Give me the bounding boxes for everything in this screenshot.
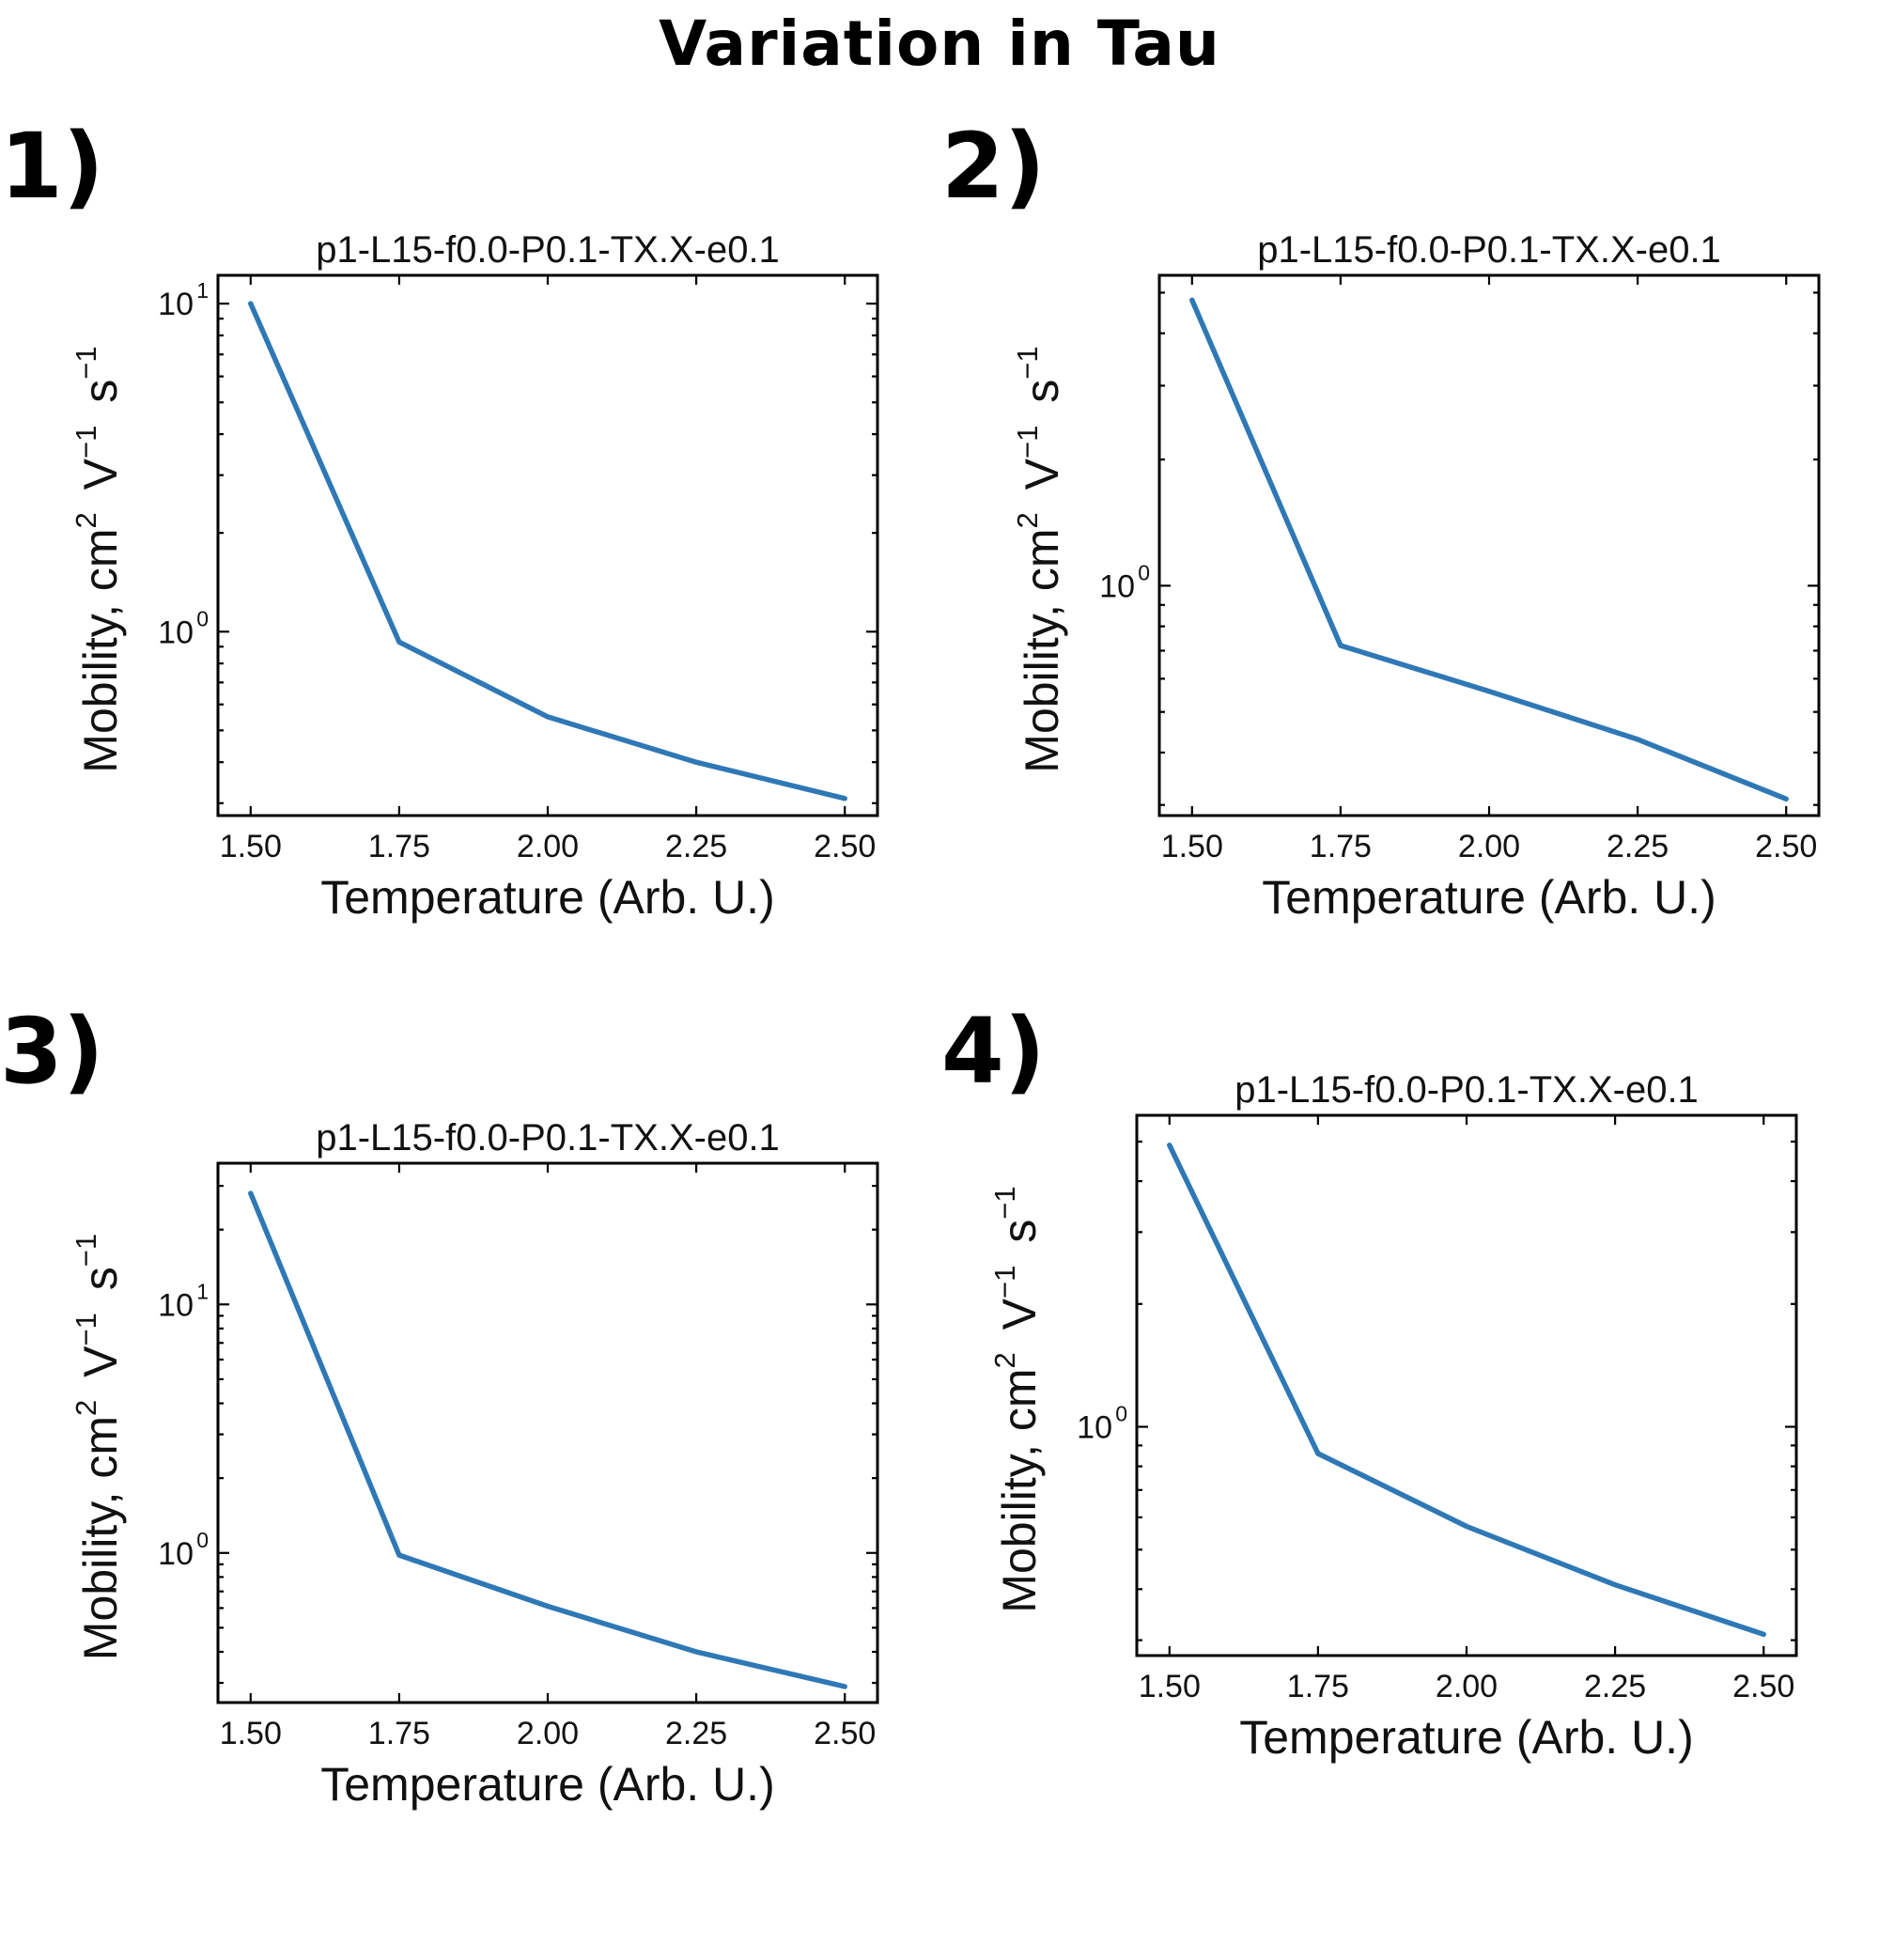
- x-tick-label: 2.00: [1458, 829, 1520, 864]
- x-axis-label: Temperature (Arb. U.): [320, 1758, 774, 1811]
- x-tick-label: 2.50: [814, 1716, 876, 1751]
- y-tick-label: 10 0: [158, 606, 209, 650]
- y-axis-label: Mobility, cm2 V−1 s−1: [1011, 336, 1068, 772]
- panel-number-label: 4): [941, 999, 1046, 1104]
- plot-title: p1-L15-f0.0-P0.1-TX.X-e0.1: [1257, 229, 1721, 271]
- y-tick-base: 10: [1077, 1410, 1112, 1446]
- x-tick-label: 1.75: [1287, 1669, 1349, 1704]
- y-tick-base: 10: [158, 1287, 194, 1323]
- y-tick-base: 10: [158, 1536, 194, 1572]
- y-tick-exponent: 1: [196, 278, 209, 303]
- plot-title: p1-L15-f0.0-P0.1-TX.X-e0.1: [1235, 1069, 1699, 1111]
- x-tick-label: 2.00: [517, 829, 579, 864]
- x-tick-label: 2.25: [1607, 829, 1669, 864]
- chart-panel-3: 3) p1-L15-f0.0-P0.1-TX.X-e0.1 1.50 1.75 2.00…: [0, 999, 879, 1811]
- panel-number-label: 3): [0, 999, 104, 1104]
- x-tick-label: 2.25: [665, 1716, 727, 1751]
- x-tick-label: 1.75: [368, 1716, 430, 1751]
- mobility-series-line: [248, 1190, 847, 1689]
- y-tick-base: 10: [1099, 568, 1135, 604]
- y-tick-label: 10 0: [158, 1528, 209, 1572]
- y-tick-label: 10 0: [1077, 1402, 1127, 1446]
- y-tick-base: 10: [158, 614, 194, 650]
- x-tick-label: 2.00: [1436, 1669, 1498, 1704]
- x-tick-label: 2.50: [1732, 1669, 1794, 1704]
- plot-title: p1-L15-f0.0-P0.1-TX.X-e0.1: [316, 229, 780, 271]
- panel-number-label: 1): [0, 114, 104, 219]
- x-tick-label: 1.50: [220, 829, 282, 864]
- x-tick-label: 2.25: [665, 829, 727, 864]
- plot-frame: [1157, 273, 1821, 817]
- y-tick-exponent: 0: [1138, 560, 1150, 584]
- x-tick-label: 2.50: [1755, 829, 1817, 864]
- plot-frame: [1135, 1113, 1798, 1657]
- y-tick-label: 10 0: [1099, 560, 1150, 604]
- plot-title: p1-L15-f0.0-P0.1-TX.X-e0.1: [316, 1117, 780, 1159]
- chart-panel-4: 4) p1-L15-f0.0-P0.1-TX.X-e0.1 1.50 1.75 2.00…: [941, 999, 1798, 1764]
- x-tick-label: 2.50: [814, 829, 876, 864]
- chart-panel-2: 2) p1-L15-f0.0-P0.1-TX.X-e0.1 1.50 1.75 2.00…: [941, 114, 1821, 924]
- y-axis-label: Mobility, cm2 V−1 s−1: [70, 1224, 127, 1660]
- panel-number-label: 2): [941, 114, 1046, 219]
- plot-frame: [216, 273, 879, 817]
- mobility-series-line: [1189, 297, 1789, 802]
- chart-panel-1: 1) p1-L15-f0.0-P0.1-TX.X-e0.1 1.50 1.75 2.00…: [0, 114, 879, 924]
- x-tick-label: 1.50: [1161, 829, 1223, 864]
- y-tick-exponent: 0: [196, 606, 209, 630]
- x-axis-label: Temperature (Arb. U.): [1239, 1711, 1693, 1764]
- y-tick-label: 10 1: [158, 1279, 209, 1323]
- x-axis-label: Temperature (Arb. U.): [320, 871, 774, 924]
- figure-title: Variation in Tau: [659, 8, 1220, 80]
- y-axis-label: Mobility, cm2 V−1 s−1: [70, 336, 127, 772]
- x-tick-label: 2.00: [517, 1716, 579, 1751]
- mobility-series-line: [248, 301, 847, 801]
- y-tick-exponent: 0: [1115, 1402, 1127, 1426]
- y-tick-exponent: 1: [196, 1279, 209, 1303]
- y-axis-label: Mobility, cm2 V−1 s−1: [988, 1176, 1046, 1612]
- mobility-series-line: [1167, 1143, 1766, 1638]
- y-tick-label: 10 1: [158, 278, 209, 322]
- x-tick-label: 2.25: [1584, 1669, 1646, 1704]
- x-tick-label: 1.50: [220, 1716, 282, 1751]
- x-tick-label: 1.75: [368, 829, 430, 864]
- x-tick-label: 1.75: [1310, 829, 1372, 864]
- plot-frame: [216, 1161, 879, 1704]
- x-tick-label: 1.50: [1139, 1669, 1201, 1704]
- y-tick-base: 10: [158, 287, 194, 322]
- x-axis-label: Temperature (Arb. U.): [1262, 871, 1716, 924]
- y-tick-exponent: 0: [196, 1528, 209, 1552]
